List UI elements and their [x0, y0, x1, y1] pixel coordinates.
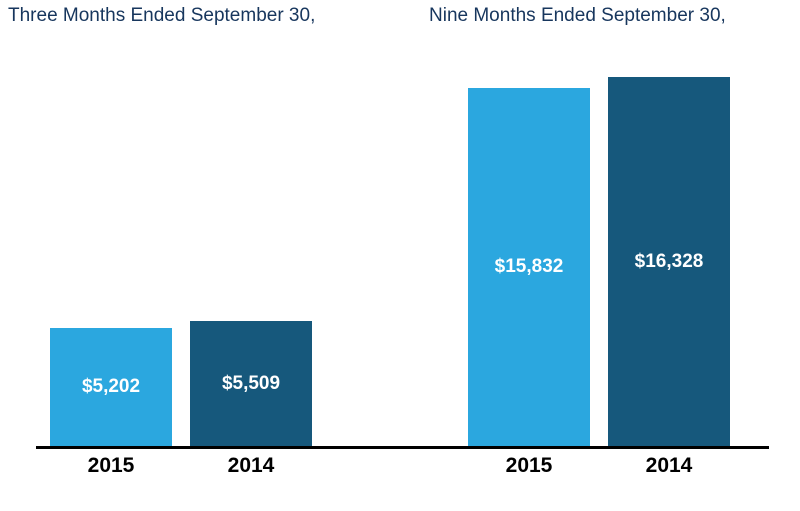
x-tick-label: 2015: [87, 454, 135, 477]
x-axis-line: [36, 446, 769, 449]
group-title-nine-months: Nine Months Ended September 30,: [429, 5, 726, 26]
x-tick-label: 2015: [505, 454, 553, 477]
x-tick-label: 2014: [645, 454, 693, 477]
bar-group1-2014: $5,509: [190, 321, 312, 446]
bar-value-label: $5,202: [81, 376, 141, 397]
bar-value-label: $16,328: [634, 250, 704, 272]
bar-group2-2015: $15,832: [468, 88, 590, 446]
bar-value-label: $5,509: [221, 372, 281, 394]
bar-group2-2014: $16,328: [608, 77, 730, 446]
group-title-three-months: Three Months Ended September 30,: [8, 5, 316, 26]
x-tick-label: 2014: [227, 454, 275, 477]
bar-value-label: $15,832: [494, 256, 564, 277]
bar-group1-2015: $5,202: [50, 328, 172, 446]
